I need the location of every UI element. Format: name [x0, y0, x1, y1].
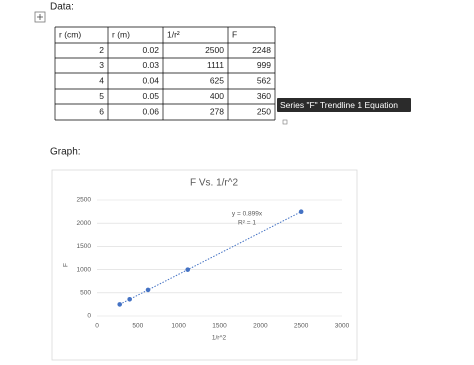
table-cell: 0.06 [142, 106, 159, 116]
y-tick-label: 1500 [77, 243, 92, 250]
table-cell: 999 [257, 60, 271, 70]
y-tick-label: 500 [80, 290, 91, 297]
y-tick-label: 2500 [77, 197, 92, 204]
table-cell: 6 [99, 106, 104, 116]
table-cell: 1111 [207, 60, 224, 70]
y-tick-label: 2000 [77, 220, 92, 227]
table-cell: 360 [257, 91, 271, 101]
table-cell: 625 [210, 75, 224, 85]
x-tick-label: 2500 [294, 323, 309, 330]
table-cell: 2 [99, 45, 104, 55]
table-cell: 2500 [205, 45, 224, 55]
table-cell: 278 [210, 106, 224, 116]
point [298, 209, 304, 214]
resize-handle[interactable] [282, 119, 288, 125]
table-header: F [232, 29, 237, 39]
table-move-handle[interactable] [34, 11, 46, 23]
table-cell: 562 [257, 75, 271, 85]
table-cell: 3 [99, 60, 104, 70]
x-tick-label: 1500 [212, 323, 227, 330]
table-cell: 0.04 [142, 75, 159, 85]
table-header: r (cm) [59, 29, 81, 39]
chart-title: F Vs. 1/r^2 [190, 178, 238, 189]
point [127, 296, 132, 302]
x-axis-label: 1/r^2 [212, 335, 227, 342]
table-cell: 250 [257, 106, 271, 116]
x-tick-label: 0 [95, 323, 99, 330]
x-tick-label: 2000 [253, 323, 268, 330]
x-tick-label: 500 [132, 323, 143, 330]
graph-heading: Graph: [50, 147, 81, 158]
table-header: 1/r² [167, 29, 180, 39]
point [145, 287, 151, 293]
x-tick-label: 3000 [335, 323, 350, 330]
table-cell: 4 [99, 75, 104, 85]
trendline-equation: y = 0.899x [232, 211, 263, 218]
table-cell: 2248 [252, 45, 271, 55]
point [117, 302, 123, 307]
y-axis-label: F [63, 263, 70, 267]
x-tick-label: 1000 [171, 323, 186, 330]
table-cell: 0.03 [142, 60, 159, 70]
tooltip-box [277, 98, 411, 112]
table-cell: 0.05 [142, 91, 159, 101]
table-cell: 400 [210, 91, 224, 101]
point [185, 267, 191, 272]
table-header: r (m) [112, 29, 130, 39]
chart-frame [51, 169, 358, 361]
y-tick-label: 1000 [77, 266, 92, 273]
table-cell: 0.02 [142, 45, 159, 55]
trendline-r-squared: R² = 1 [238, 220, 256, 227]
table-cell: 5 [99, 91, 104, 101]
y-tick-label: 0 [87, 313, 91, 320]
tooltip: Series "F" Trendline 1 Equation [280, 100, 398, 110]
data-heading: Data: [50, 2, 74, 13]
